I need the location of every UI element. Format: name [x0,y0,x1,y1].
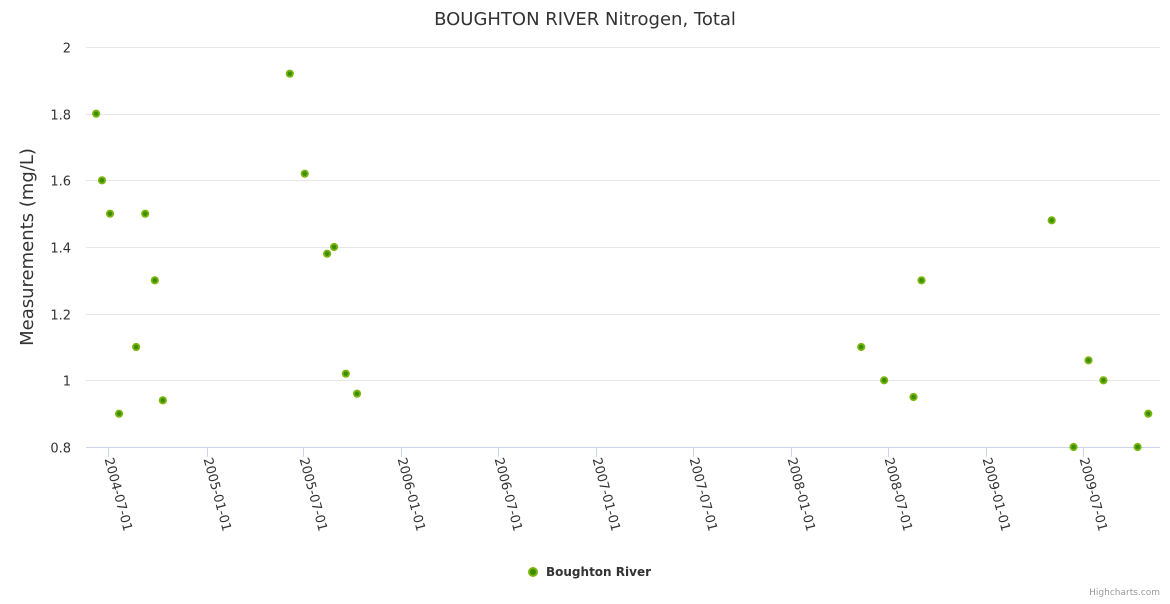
y-tick-label: 1.8 [50,109,71,124]
data-point[interactable] [329,242,339,252]
y-tick-label: 1.4 [50,242,71,257]
data-point[interactable] [1144,409,1153,418]
x-tick-label: 2005-01-01 [200,456,234,533]
data-point[interactable] [141,209,150,218]
chart-title: BOUGHTON RIVER Nitrogen, Total [434,9,736,30]
data-point[interactable] [909,392,918,402]
data-point[interactable] [114,409,124,418]
y-tick-label: 1.2 [50,309,71,324]
x-tick-label: 2009-01-01 [979,456,1013,533]
x-tick-label: 2005-07-01 [296,456,330,533]
y-tick-label: 2 [63,42,71,57]
credits-link[interactable]: Highcharts.com [1089,588,1160,598]
data-point[interactable] [857,342,866,352]
data-point[interactable] [1047,216,1056,225]
y-axis-title: Measurements (mg/L) [17,148,38,346]
y-tick-label: 1.6 [50,175,71,190]
data-point[interactable] [158,396,167,405]
data-point[interactable] [917,276,926,285]
x-tick-label: 2004-07-01 [101,456,135,533]
legend-label[interactable]: Boughton River [546,565,651,579]
x-tick-label: 2009-07-01 [1076,456,1110,533]
x-axis-ticks: 2004-07-01 2005-01-01 2005-07-01 2006-01-01… [101,447,1110,533]
data-point[interactable] [132,342,141,352]
x-tick-label: 2006-07-01 [491,456,525,533]
data-point[interactable] [92,109,101,118]
data-point[interactable] [323,249,332,258]
data-point[interactable] [97,176,107,185]
x-tick-label: 2008-07-01 [881,456,915,533]
x-tick-label: 2008-01-01 [784,456,818,533]
data-point[interactable] [1099,376,1108,385]
data-point[interactable] [105,209,115,218]
legend[interactable]: Boughton River [528,565,651,579]
data-point[interactable] [341,369,350,378]
data-point[interactable] [880,376,889,385]
legend-marker [528,567,538,577]
x-tick-label: 2007-01-01 [589,456,623,533]
data-point[interactable] [1069,442,1078,452]
data-point[interactable] [1084,356,1093,365]
data-point[interactable] [285,69,294,78]
data-point[interactable] [150,276,159,285]
y-gridlines [86,47,1160,381]
series-boughton-river [92,69,1153,452]
y-axis-ticks: 0.8 1 1.2 1.4 1.6 1.8 2 [50,42,71,457]
x-tick-label: 2006-01-01 [394,456,428,533]
data-point[interactable] [1133,442,1142,452]
data-point[interactable] [352,389,362,398]
y-tick-label: 0.8 [50,442,71,457]
y-tick-label: 1 [63,375,71,390]
x-tick-label: 2007-07-01 [686,456,720,533]
data-point[interactable] [300,169,309,178]
